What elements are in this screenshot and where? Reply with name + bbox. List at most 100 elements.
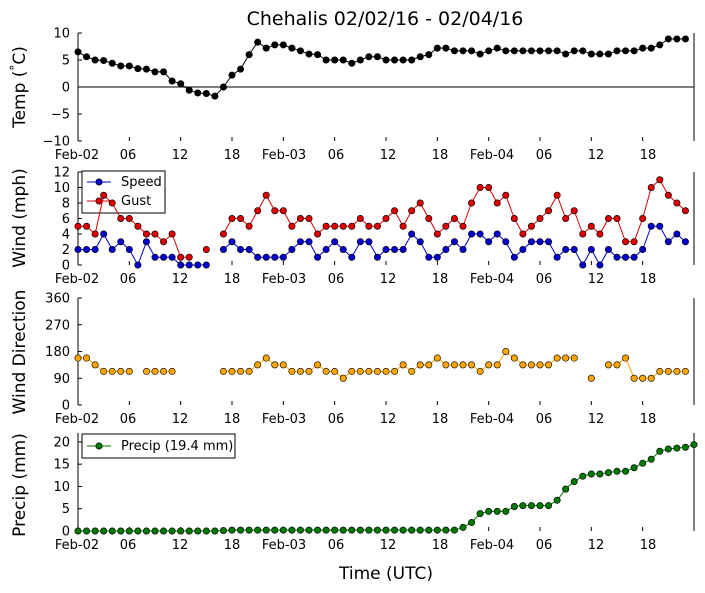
temp-ytick-label: 0 <box>62 81 70 96</box>
direction-ytick-label: 270 <box>45 318 70 333</box>
direction-point <box>656 367 664 375</box>
precip-xtick-label: Feb-03 <box>262 538 306 553</box>
precip-point <box>690 441 698 449</box>
gust-point <box>519 230 527 238</box>
precip-point <box>459 523 467 531</box>
precip-point <box>331 526 339 534</box>
direction-point <box>613 361 621 369</box>
precip-point <box>151 527 159 535</box>
speed-point <box>262 253 270 261</box>
speed-point <box>604 246 612 254</box>
direction-point <box>622 354 630 362</box>
precip-xtick-label: 18 <box>640 538 657 553</box>
direction-point <box>331 367 339 375</box>
precip-point <box>134 527 142 535</box>
gust-point <box>185 253 193 261</box>
temp-point <box>134 65 142 73</box>
precip-point <box>570 478 578 486</box>
precip-legend: Precip (19.4 mm) <box>81 433 236 459</box>
precip-point <box>339 526 347 534</box>
temp-xtick-label: 12 <box>172 148 189 163</box>
gust-point <box>433 230 441 238</box>
speed-point <box>510 253 518 261</box>
gust-point <box>262 191 270 199</box>
gust-point <box>510 215 518 223</box>
wind-xtick-label: 18 <box>640 272 657 287</box>
gust-point <box>296 215 304 223</box>
direction-point <box>647 374 655 382</box>
precip-point <box>656 447 664 455</box>
precip-point <box>622 467 630 475</box>
precip-xtick-label: 12 <box>588 538 605 553</box>
gust-point <box>408 207 416 215</box>
direction-axis-label: Wind Direction <box>10 290 30 415</box>
temp-xtick-label: 12 <box>380 148 397 163</box>
precip-point <box>91 527 99 535</box>
temp-point <box>527 47 535 55</box>
wind-ytick-label: 0 <box>62 259 70 274</box>
speed-point <box>296 238 304 246</box>
precip-point <box>271 526 279 534</box>
gust-point <box>545 207 553 215</box>
gust-point <box>177 253 185 261</box>
precip-legend-label: Precip (19.4 mm) <box>121 439 233 454</box>
gust-line-segment <box>633 218 644 242</box>
direction-point <box>254 361 262 369</box>
wind-xtick-label: 18 <box>432 272 449 287</box>
direction-point <box>314 361 322 369</box>
speed-point <box>639 246 647 254</box>
gust-point <box>279 207 287 215</box>
direction-xtick-label: 18 <box>224 412 241 427</box>
direction-point <box>100 367 108 375</box>
speed-point <box>314 253 322 261</box>
wind-ytick-label: 2 <box>62 243 70 258</box>
gust-point <box>245 222 253 230</box>
direction-xtick-label: Feb-02 <box>55 412 99 427</box>
precip-point <box>211 527 219 535</box>
direction-point <box>219 367 227 375</box>
temp-point <box>502 47 510 55</box>
precip-point <box>545 502 553 510</box>
direction-point <box>570 354 578 362</box>
direction-point <box>296 367 304 375</box>
precip-point <box>365 526 373 534</box>
gust-legend-label: Gust <box>121 194 151 209</box>
direction-line-segment <box>625 357 635 379</box>
speed-point <box>339 246 347 254</box>
precip-point <box>142 527 150 535</box>
direction-ytick-label: 90 <box>53 372 70 387</box>
temp-xtick-label: 18 <box>640 148 657 163</box>
precip-point <box>673 444 681 452</box>
temp-point <box>536 47 544 55</box>
gust-point <box>493 199 501 207</box>
temp-point <box>493 44 501 52</box>
speed-point <box>83 246 91 254</box>
speed-point <box>587 246 595 254</box>
direction-point <box>142 367 150 375</box>
gust-point <box>108 199 116 207</box>
temp-point <box>142 65 150 73</box>
precip-point <box>168 527 176 535</box>
gust-point <box>202 246 210 254</box>
direction-point <box>468 361 476 369</box>
temp-point <box>194 89 202 97</box>
direction-point <box>493 361 501 369</box>
temp-point <box>399 56 407 64</box>
temp-axis-label: Temp (°C) <box>8 46 30 129</box>
speed-line-segment <box>137 241 147 266</box>
gust-line-segment <box>505 195 515 219</box>
wind-xtick-label: 12 <box>588 272 605 287</box>
direction-point <box>348 367 356 375</box>
gust-line-segment <box>462 202 473 227</box>
precip-axis-label: Precip (mm) <box>10 433 30 537</box>
temp-point <box>245 51 253 59</box>
speed-point <box>579 261 587 269</box>
precip-point <box>442 526 450 534</box>
gust-line-segment <box>171 233 182 258</box>
temp-point <box>117 62 125 70</box>
wind-xtick-label: 06 <box>120 272 137 287</box>
speed-point <box>185 261 193 269</box>
direction-point <box>373 367 381 375</box>
speed-point <box>382 246 390 254</box>
temp-point <box>647 44 655 52</box>
